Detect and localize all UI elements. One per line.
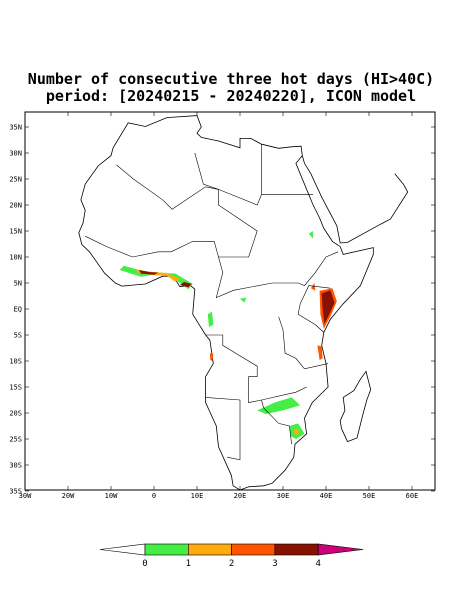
lon-label: 40E [320,492,333,500]
hot-days-area [179,282,192,288]
colorbar-segment [274,543,319,556]
title-line: period: [20240215 - 20240220], ICON mode… [46,87,416,105]
lon-label: 50E [363,492,376,500]
lat-label: 25N [9,176,22,184]
colorbar: 0 1 2 3 4 [99,543,364,569]
border [116,144,262,210]
lat-label: 30S [9,462,22,470]
border [278,316,329,370]
border [215,251,339,299]
lon-label: 10E [191,492,204,500]
coastline [301,155,409,244]
colorbar-segment [144,543,189,556]
hot-days-area [257,397,301,414]
hot-days-area [321,290,335,324]
border [297,285,331,333]
colorbar-segment [231,543,276,556]
lon-label: 10W [105,492,118,500]
lat-label: 25S [9,436,22,444]
hot-days-area [240,297,247,303]
hot-days-area [138,270,159,275]
colorbar-label: 0 [142,559,147,569]
border [261,399,292,445]
colorbar-segment [188,543,232,556]
lat-label: 35S [9,488,22,496]
lat-label: 10N [9,254,22,262]
colorbar-over [317,543,364,556]
lat-label: 30N [9,150,22,158]
colorbar-label: 1 [186,559,191,569]
map-frame [24,111,436,491]
hot-days-area [293,428,300,436]
lat-label: 35N [9,124,22,132]
lat-label: EQ [14,306,22,314]
lon-label: 20W [62,492,75,500]
hot-days-area [317,345,323,360]
title-line: Number of consecutive three hot days (HI… [28,70,434,88]
colorbar-label: 4 [315,559,320,569]
map [78,115,409,490]
lat-label: 5N [14,280,22,288]
lat-label: 15S [9,384,22,392]
colorbar-label: 2 [229,559,234,569]
lat-label: 20S [9,410,22,418]
lat-label: 15N [9,228,22,236]
hot-days-area [209,353,214,361]
lon-label: 0 [152,492,156,500]
border [205,397,241,461]
lat-label: 5S [14,332,22,340]
lat-label: 20N [9,202,22,210]
island [339,370,372,443]
colorbar-label: 3 [272,559,277,569]
hot-days-area [310,283,316,291]
border [205,334,307,403]
lat-label: 10S [9,358,22,366]
lon-label: 60E [406,492,419,500]
lon-label: 30E [277,492,290,500]
hot-days-area [207,311,214,328]
border [85,152,258,258]
hot-days-area [308,231,314,239]
lon-label: 20E [234,492,247,500]
colorbar-under [99,543,146,556]
lon-label: 30W [19,492,32,500]
